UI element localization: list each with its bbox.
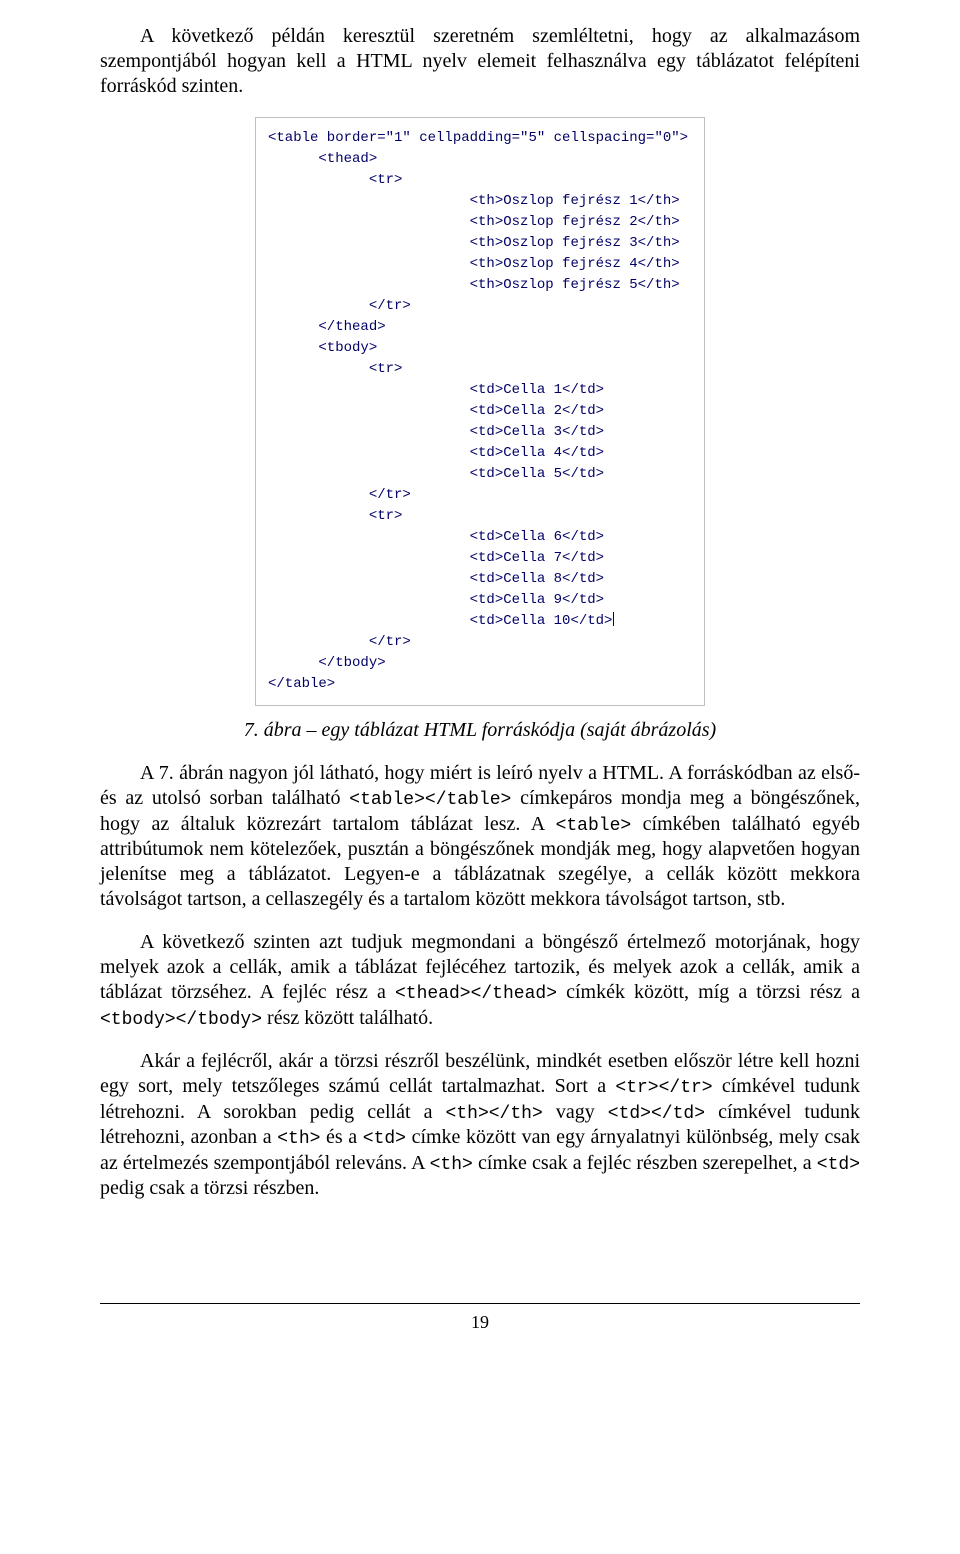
code-inline: <th></th> (446, 1104, 543, 1124)
code-inline: <table> (556, 816, 632, 836)
text: vagy (543, 1101, 608, 1123)
body-paragraph-2: A következő szinten azt tudjuk megmondan… (100, 930, 860, 1031)
figure-caption: 7. ábra – egy táblázat HTML forráskódja … (100, 718, 860, 743)
text: címkék között, míg a törzsi rész a (557, 981, 860, 1003)
code-inline: <th> (430, 1155, 473, 1175)
intro-paragraph: A következő példán keresztül szeretném s… (100, 24, 860, 99)
text: pedig csak a törzsi részben. (100, 1177, 319, 1199)
body-paragraph-3: Akár a fejlécről, akár a törzsi részről … (100, 1049, 860, 1201)
text: rész között található. (262, 1007, 433, 1029)
text: címke csak a fejléc részben szerepelhet,… (473, 1152, 817, 1174)
page-number: 19 (471, 1312, 489, 1332)
code-figure: <table border="1" cellpadding="5" cellsp… (255, 117, 705, 706)
code-inline: <table></table> (349, 790, 511, 810)
text: és a (320, 1126, 362, 1148)
code-inline: <tbody></tbody> (100, 1010, 262, 1030)
code-inline: <thead></thead> (395, 984, 557, 1004)
code-inline: <th> (277, 1129, 320, 1149)
footer-rule (100, 1303, 860, 1304)
page: A következő példán keresztül szeretném s… (0, 0, 960, 1394)
code-inline: <td> (363, 1129, 406, 1149)
body-paragraph-1: A 7. ábrán nagyon jól látható, hogy miér… (100, 761, 860, 912)
code-inline: <td> (817, 1155, 860, 1175)
code-inline: <td></td> (608, 1104, 705, 1124)
code-inline: <tr></tr> (615, 1078, 712, 1098)
page-footer: 19 (100, 1311, 860, 1334)
